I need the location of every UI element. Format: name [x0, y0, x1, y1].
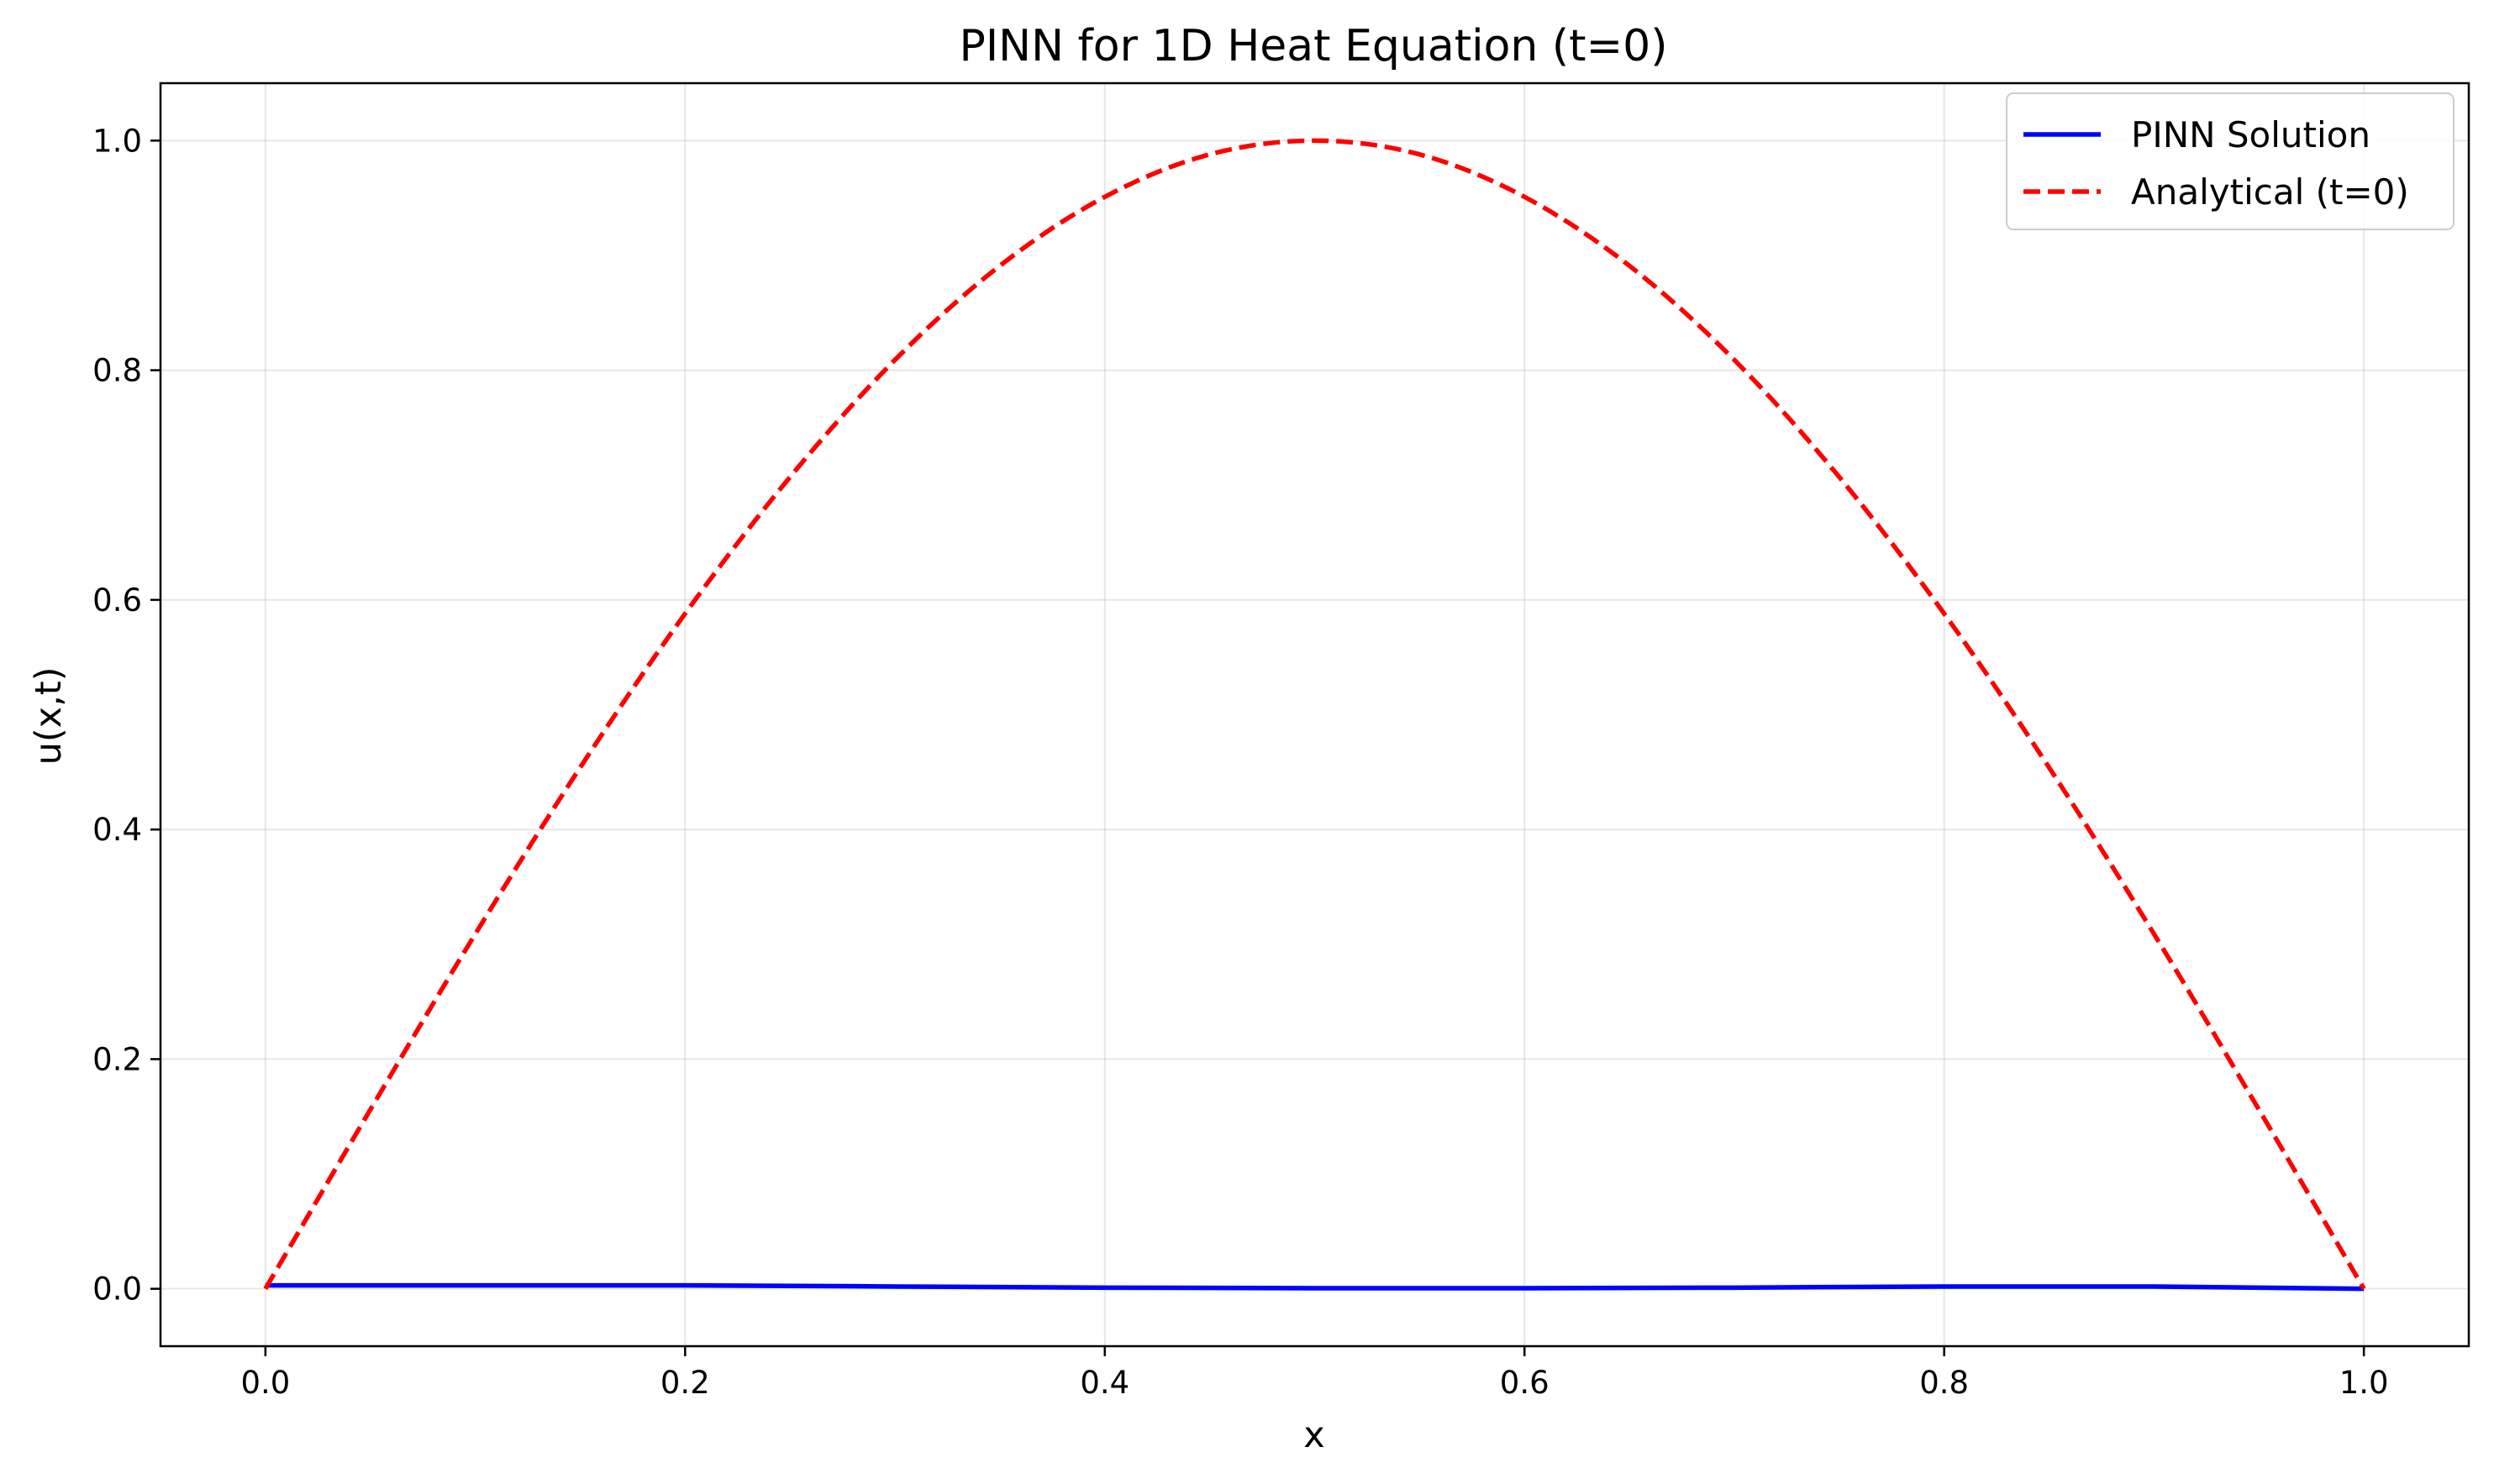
legend-label-pinn-solution: PINN Solution	[2131, 114, 2370, 155]
plot-area	[159, 82, 2470, 1348]
chart-title: PINN for 1D Heat Equation (t=0)	[959, 21, 1667, 71]
x-tick-label: 1.0	[2339, 1365, 2389, 1401]
legend-frame	[2006, 92, 2455, 230]
y-tick-label: 0.0	[92, 1271, 142, 1308]
x-tick-label: 0.8	[1919, 1365, 1969, 1401]
y-axis-label: u(x,t)	[28, 667, 70, 766]
x-tick-label: 0.2	[660, 1365, 710, 1401]
series-layer	[263, 138, 2366, 1292]
legend: PINN Solution Analytical (t=0)	[2006, 92, 2455, 230]
x-tick-label: 0.6	[1500, 1365, 1550, 1401]
x-axis-ticks: 0.0 0.2 0.4 0.6 0.8 1.0	[240, 1346, 2389, 1401]
x-tick-label: 0.4	[1080, 1365, 1129, 1401]
series-line-analytical	[263, 138, 2366, 1291]
plot-frame	[159, 82, 2470, 1348]
y-tick-label: 1.0	[92, 123, 142, 159]
y-tick-label: 0.6	[92, 582, 142, 618]
x-axis-label: x	[1303, 1414, 1324, 1456]
y-tick-label: 0.8	[92, 353, 142, 389]
y-tick-label: 0.4	[92, 812, 142, 848]
y-tick-label: 0.2	[92, 1041, 142, 1077]
legend-label-analytical: Analytical (t=0)	[2131, 171, 2409, 213]
y-axis-ticks: 0.0 0.2 0.4 0.6 0.8 1.0	[92, 123, 160, 1308]
series-line-pinn-solution	[265, 1282, 2365, 1292]
x-tick-label: 0.0	[240, 1365, 290, 1401]
